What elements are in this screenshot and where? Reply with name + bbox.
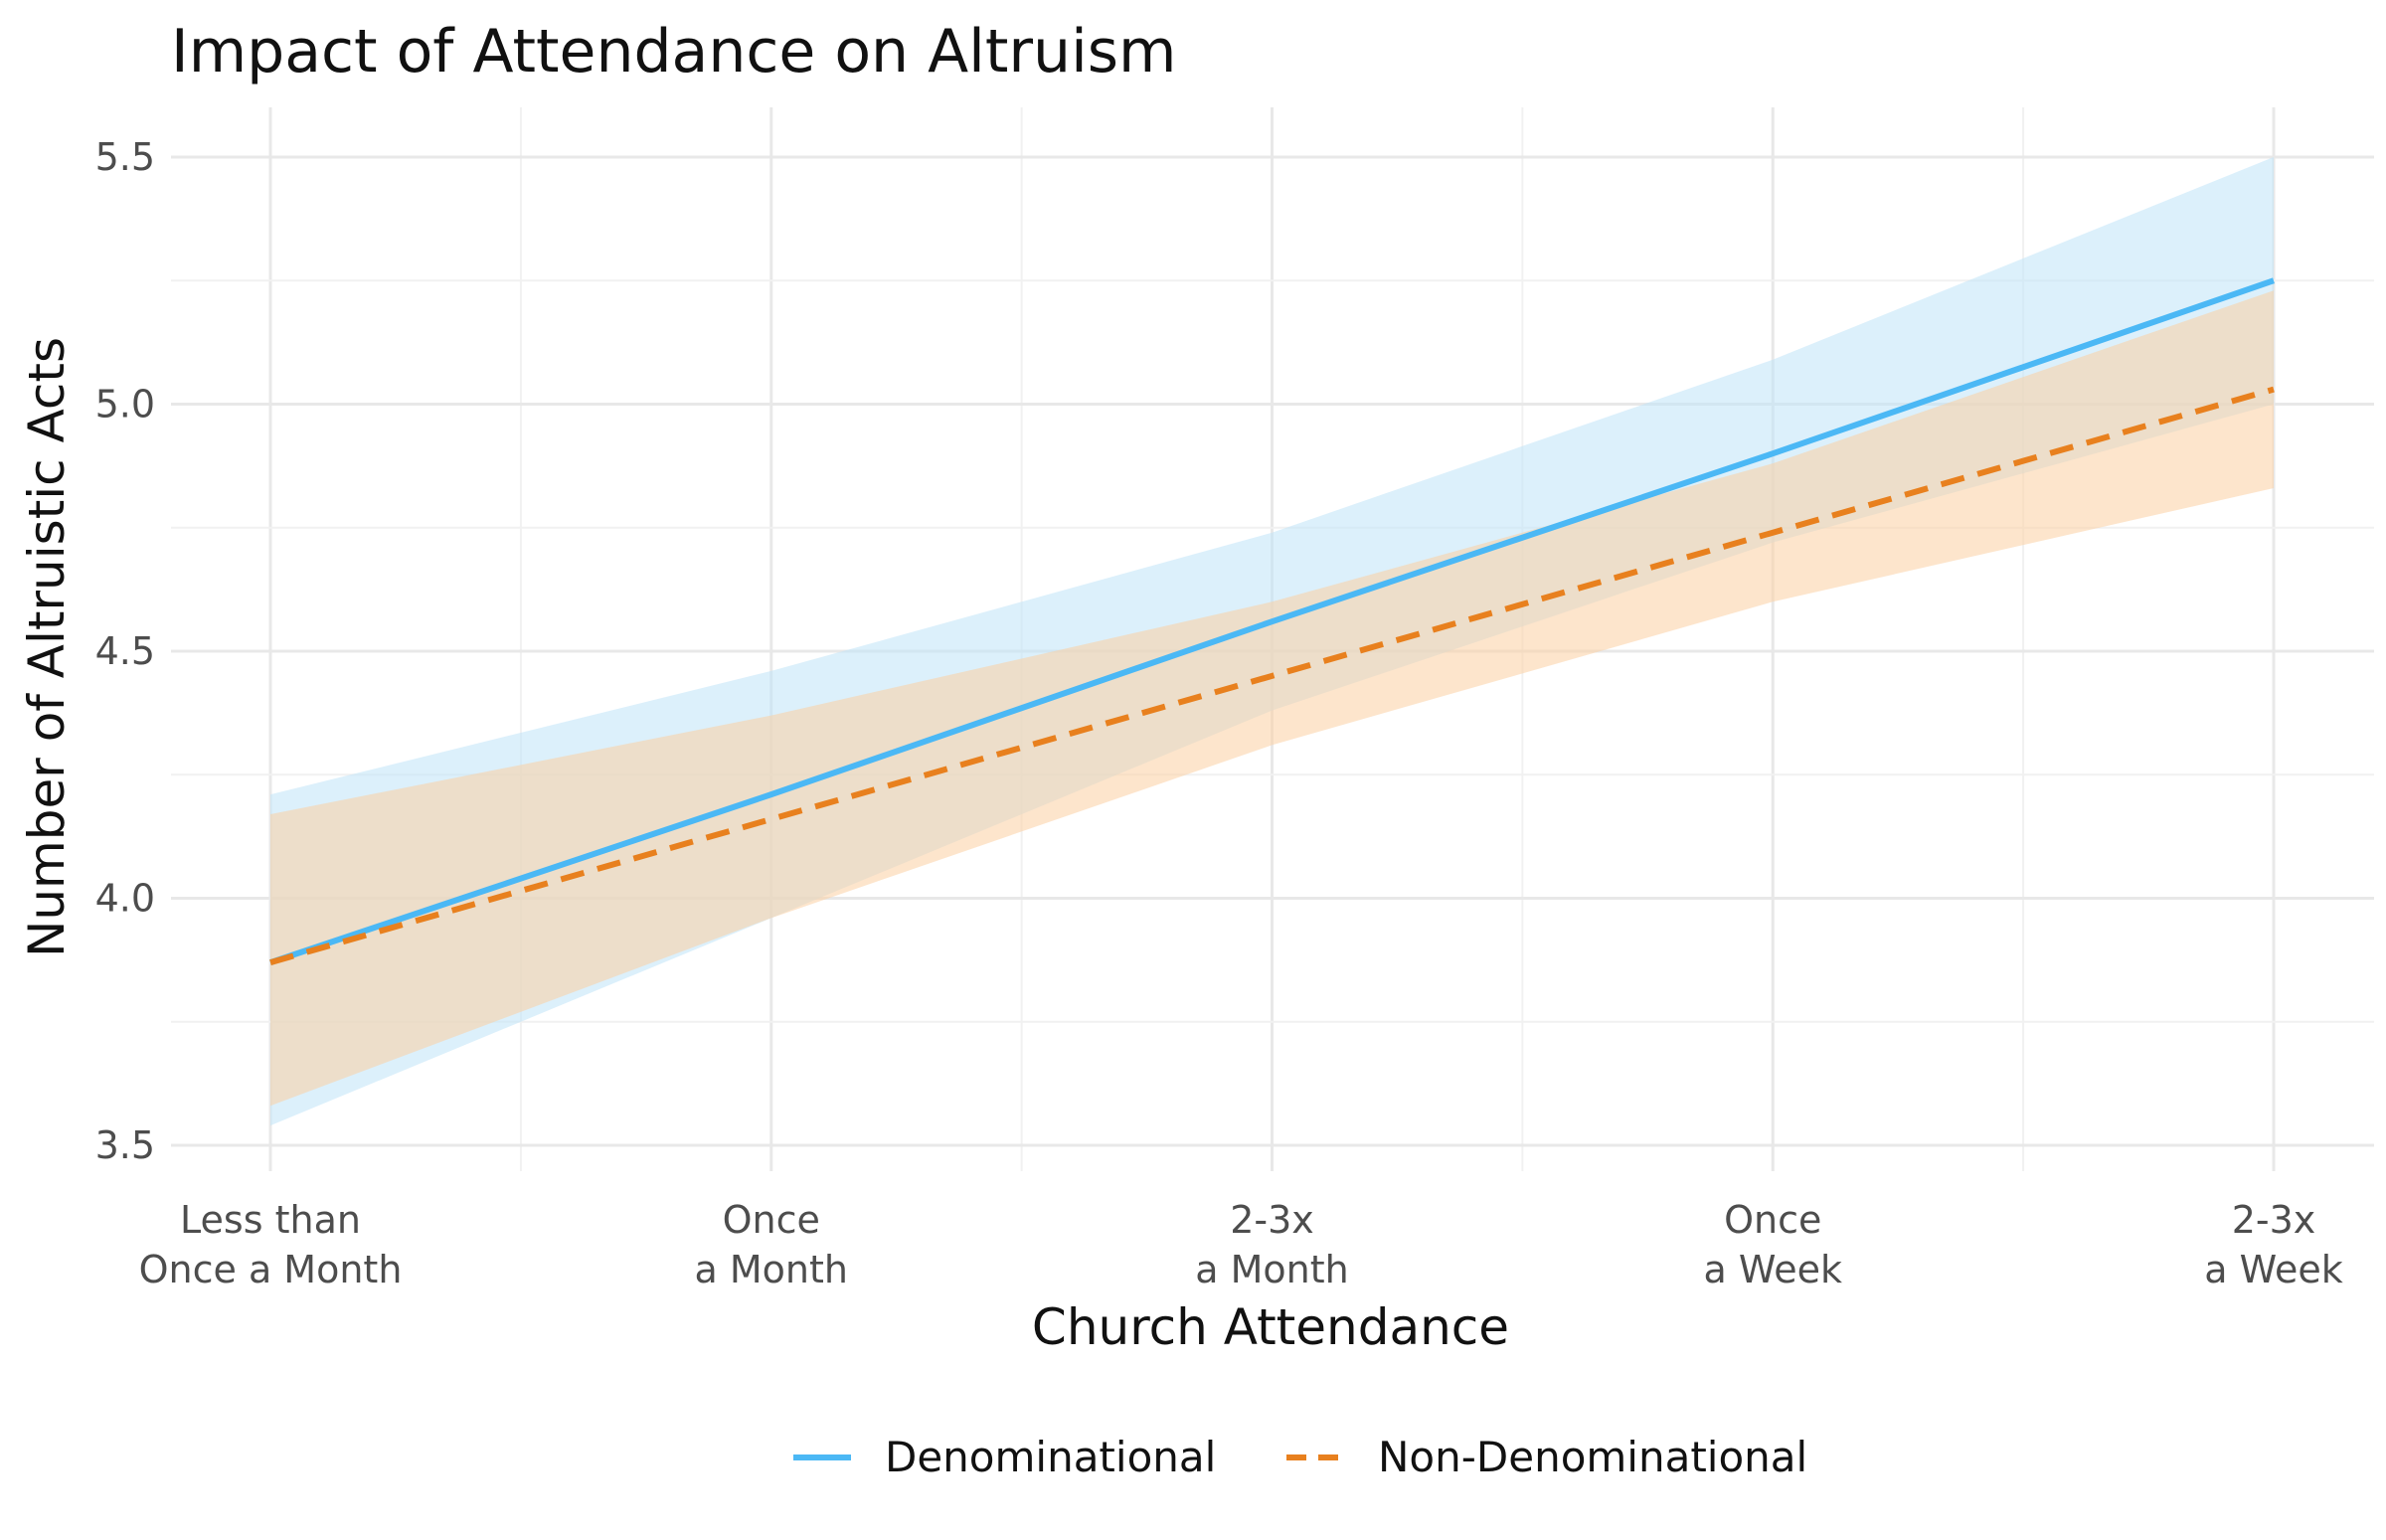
- x-tick-label: a Week: [1704, 1248, 1842, 1291]
- y-tick-label: 4.0: [95, 877, 155, 921]
- legend-label: Non-Denominational: [1378, 1433, 1807, 1481]
- x-axis-ticks: Less than Once a Month Once a Month 2-3x a Mo…: [139, 1198, 2343, 1291]
- x-axis-title: Church Attendance: [1032, 1298, 1509, 1356]
- series-line: [269, 386, 2275, 965]
- x-tick-label: Less than: [180, 1198, 361, 1242]
- x-tick-label: a Month: [1195, 1248, 1348, 1291]
- x-tick-label: a Week: [2204, 1248, 2342, 1291]
- legend: Denominational Non-Denominational: [793, 1433, 1807, 1481]
- series-lines: [269, 277, 2275, 965]
- y-tick-label: 4.5: [95, 629, 155, 673]
- chart-title: Impact of Attendance on Altruism: [171, 17, 1176, 86]
- x-tick-label: 2-3x: [2232, 1198, 2316, 1242]
- confidence-band: [270, 290, 2274, 1107]
- series-line: [269, 277, 2275, 965]
- x-tick-label: Once: [723, 1198, 820, 1242]
- x-tick-label: Once: [1724, 1198, 1821, 1242]
- legend-label: Denominational: [885, 1433, 1216, 1481]
- y-axis-title: Number of Altruistic Acts: [18, 337, 76, 957]
- x-tick-label: a Month: [695, 1248, 848, 1291]
- confidence-bands: [270, 157, 2274, 1126]
- y-axis-ticks: 3.5 4.0 4.5 5.0 5.5: [95, 135, 155, 1167]
- x-tick-label: Once a Month: [139, 1248, 403, 1291]
- x-tick-label: 2-3x: [1230, 1198, 1314, 1242]
- y-tick-label: 5.5: [95, 135, 155, 179]
- y-tick-label: 3.5: [95, 1123, 155, 1167]
- y-tick-label: 5.0: [95, 383, 155, 427]
